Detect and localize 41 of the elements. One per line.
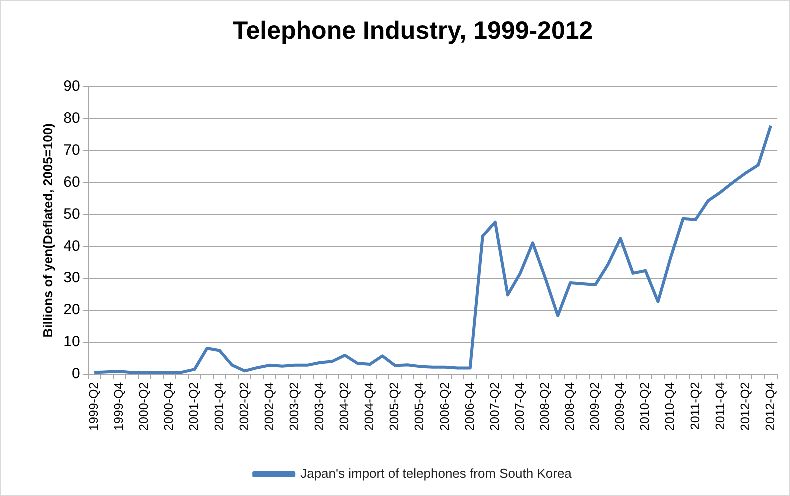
chart-title: Telephone Industry, 1999-2012 [232,16,594,45]
x-tick-label: 2007-Q2 [488,382,502,432]
x-tick-label: 2006-Q4 [462,382,477,432]
x-tick-label: 2005-Q2 [388,382,402,432]
x-tick-label: 2011-Q4 [713,382,728,430]
y-tick-label: 10 [64,334,80,351]
x-tick-label: 2009-Q2 [588,382,602,432]
x-tick-label: 2004-Q4 [362,382,377,432]
x-tick-label: 2003-Q4 [312,382,326,432]
x-tick-label: 2001-Q4 [212,382,226,432]
x-tick-label: 2012-Q4 [763,382,778,432]
x-tick-label: 2008-Q4 [563,382,578,432]
x-tick-label: 2011-Q2 [688,382,702,430]
x-tick-label: 2008-Q2 [538,382,552,432]
y-tick-label: 40 [64,238,80,255]
x-tick-label: 2001-Q2 [187,382,202,432]
x-tick-label: 2007-Q4 [512,382,527,432]
x-tick-label: 2003-Q2 [287,382,302,432]
x-tick-label: 2012-Q2 [738,382,752,432]
x-tick-label: 2002-Q2 [237,382,252,432]
y-tick-label: 0 [72,365,80,382]
x-tick-label: 2004-Q2 [338,382,352,432]
x-tick-label: 2000-Q4 [162,382,176,432]
legend-label: Japan's import of telephones from South Korea [300,466,573,482]
y-tick-label: 80 [64,110,80,128]
x-tick-label: 2002-Q4 [262,382,276,432]
y-tick-label: 70 [64,142,80,159]
y-axis-title: Billions of yen(Deflated, 2005=100) [40,124,56,338]
x-tick-label: 1999-Q4 [112,382,126,432]
x-tick-label: 2005-Q4 [412,382,427,432]
x-tick-label: 2010-Q2 [638,382,652,432]
x-tick-label: 2010-Q4 [663,382,678,432]
y-tick-label: 30 [64,270,80,287]
x-tick-label: 2006-Q2 [438,382,452,432]
x-tick-label: 1999-Q2 [87,382,101,432]
y-tick-label: 20 [64,302,80,319]
x-tick-label: 2009-Q4 [613,382,628,432]
y-tick-label: 90 [64,78,80,96]
x-tick-label: 2000-Q2 [137,382,152,432]
y-tick-label: 50 [64,206,80,223]
y-tick-label: 60 [64,174,80,191]
